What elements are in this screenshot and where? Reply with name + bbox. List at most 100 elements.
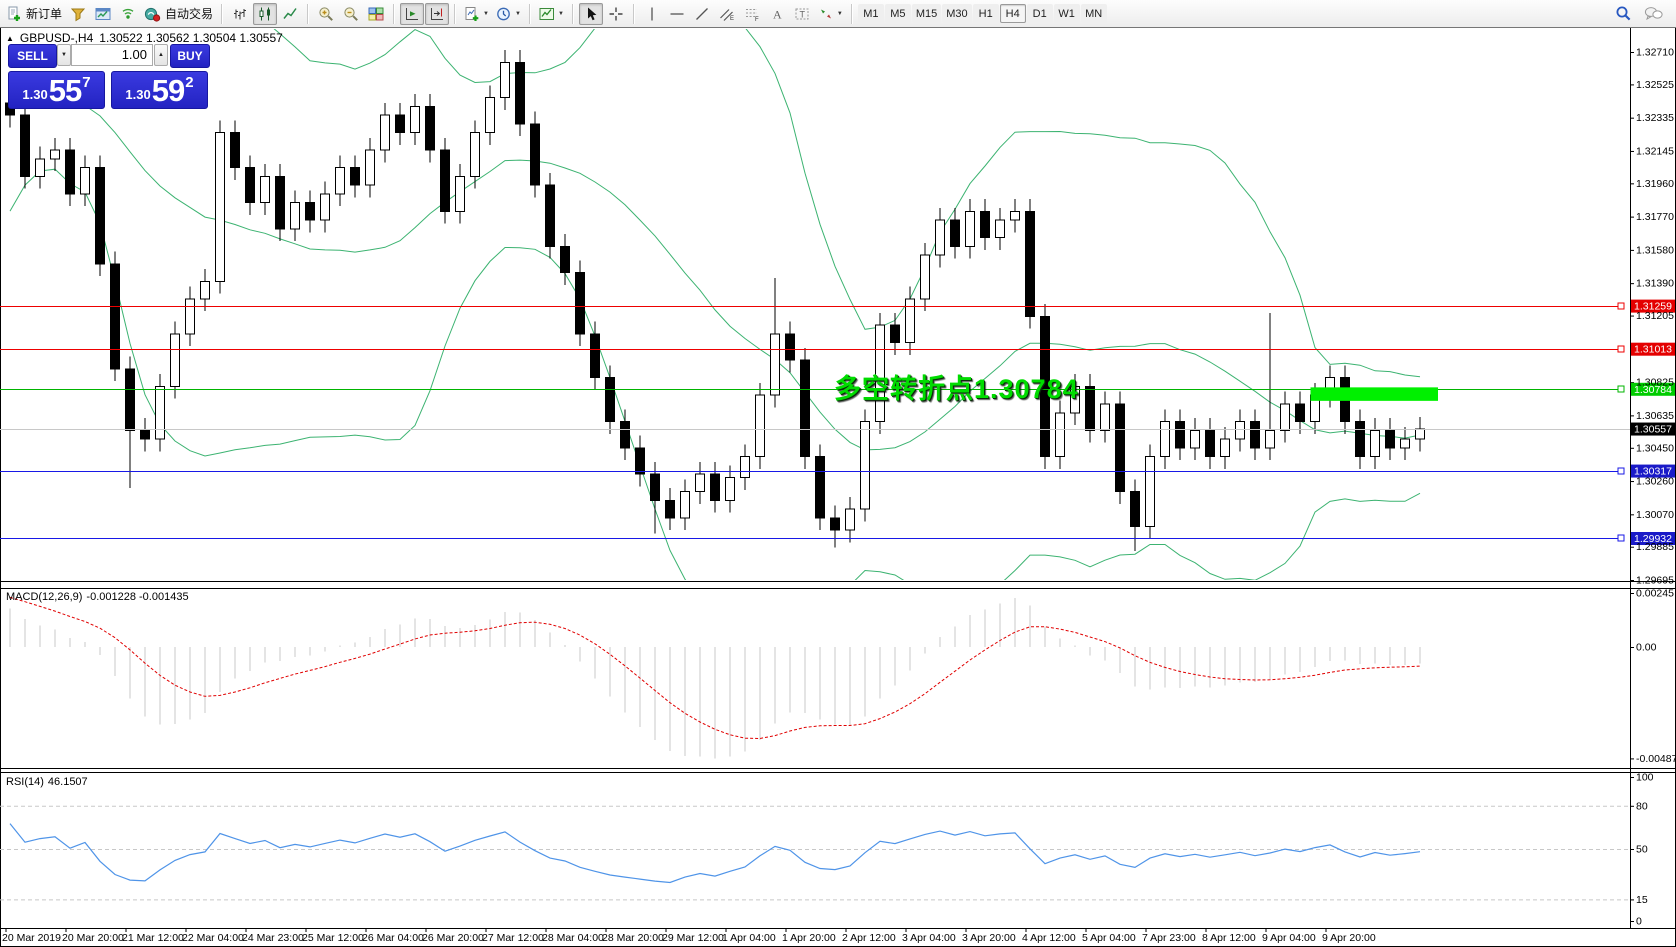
zoom-out-button[interactable]	[339, 3, 363, 25]
candle	[1265, 429, 1275, 449]
line-chart-button[interactable]	[278, 3, 302, 25]
label-button[interactable]: T	[790, 3, 814, 25]
toolbar-separator	[571, 3, 574, 24]
chat-button[interactable]	[1641, 3, 1667, 25]
candle	[785, 333, 795, 361]
candlestick-chart-button[interactable]	[253, 2, 278, 25]
candle	[1160, 421, 1170, 458]
volume-increase-button[interactable]: ▲	[154, 44, 168, 66]
sell-price-base: 1.30	[22, 87, 48, 102]
svg-text:24 Mar 23:00: 24 Mar 23:00	[242, 932, 304, 944]
candle	[110, 263, 120, 370]
periods-button[interactable]: ▼	[493, 3, 524, 25]
search-icon	[1616, 6, 1630, 21]
sell-button[interactable]: SELL	[8, 44, 57, 68]
timeframe-m1-button[interactable]: M1	[857, 4, 884, 23]
arrows-button[interactable]: ▼	[815, 3, 846, 25]
autotrading-icon	[144, 7, 161, 22]
autotrading-label: 自动交易	[165, 7, 214, 21]
metaeditor-icon	[70, 8, 86, 21]
text-button[interactable]: A	[765, 3, 789, 25]
candle	[305, 202, 315, 221]
timeframe-h1-button[interactable]: H1	[972, 4, 999, 23]
timeframe-d1-button[interactable]: D1	[1026, 4, 1053, 23]
sell-price-quote[interactable]: 1.30 55 7	[8, 71, 105, 109]
svg-text:1.30260: 1.30260	[1636, 476, 1674, 488]
new-chart-button[interactable]	[91, 3, 115, 25]
crosshair-button[interactable]	[604, 3, 628, 25]
buy-price-quote[interactable]: 1.30 59 2	[111, 71, 208, 109]
buy-price-pips: 59	[151, 73, 185, 108]
collapse-icon[interactable]: ▲	[6, 33, 14, 43]
toolbar-right	[1611, 3, 1667, 25]
candle	[725, 477, 735, 501]
candle	[440, 149, 450, 212]
signals-button[interactable]	[116, 3, 140, 25]
candle	[830, 517, 840, 531]
channel-button[interactable]: E	[715, 3, 739, 25]
sell-price-point: 7	[82, 74, 91, 91]
svg-text:1.31580: 1.31580	[1636, 244, 1674, 256]
svg-text:A: A	[773, 7, 782, 21]
candle	[170, 333, 180, 387]
svg-text:0.00245: 0.00245	[1636, 588, 1674, 600]
candle	[1040, 315, 1050, 458]
toolbar-separator	[307, 3, 310, 24]
horizontal-line-icon	[670, 12, 684, 15]
candle	[920, 254, 930, 300]
candle	[860, 421, 870, 510]
candle	[425, 105, 435, 151]
search-button[interactable]	[1611, 3, 1635, 25]
toolbar-separator	[850, 3, 853, 24]
chart-annotation-text[interactable]: 多空转折点1.30784	[834, 374, 1079, 404]
candle	[50, 149, 60, 160]
bar-chart-button[interactable]	[228, 3, 252, 25]
zoom-in-button[interactable]	[314, 3, 338, 25]
candle	[1370, 429, 1380, 458]
macd-indicator-label: MACD(12,26,9) -0.001228 -0.001435	[6, 591, 193, 603]
volume-input[interactable]: 1.00	[71, 44, 153, 66]
metaeditor-button[interactable]	[66, 3, 90, 25]
new-order-button[interactable]: 新订单	[3, 3, 65, 25]
candle	[245, 167, 255, 204]
crosshair-icon	[609, 7, 623, 20]
svg-text:1.31960: 1.31960	[1636, 178, 1674, 190]
timeframe-h4-button[interactable]: H4	[999, 4, 1026, 23]
candle	[1100, 403, 1110, 431]
candle	[1205, 429, 1215, 458]
text-icon: A	[773, 7, 782, 21]
chart-shift-button[interactable]	[425, 2, 450, 25]
auto-scroll-button[interactable]	[400, 2, 425, 25]
svg-text:0: 0	[1636, 916, 1642, 928]
candle	[1415, 428, 1425, 440]
candle	[635, 447, 645, 475]
timeframe-w1-button[interactable]: W1	[1053, 4, 1080, 23]
candle	[1295, 403, 1305, 423]
indicators-button[interactable]: ▼	[461, 3, 492, 25]
tile-windows-button[interactable]	[364, 3, 388, 25]
candle	[695, 473, 705, 493]
timeframe-m5-button[interactable]: M5	[884, 4, 911, 23]
timeframe-m30-button[interactable]: M30	[942, 4, 972, 23]
vertical-line-button[interactable]	[640, 3, 664, 25]
timeframe-mn-button[interactable]: MN	[1080, 4, 1107, 23]
trendline-button[interactable]	[690, 3, 714, 25]
candle	[1250, 421, 1260, 449]
candle	[935, 219, 945, 256]
cursor-button[interactable]	[578, 2, 603, 25]
candle	[230, 132, 240, 169]
fibonacci-button[interactable]: F	[740, 3, 764, 25]
timeframe-m15-button[interactable]: M15	[911, 4, 942, 23]
candle	[1145, 456, 1155, 528]
buy-button[interactable]: BUY	[170, 44, 210, 68]
svg-text:4 Apr 12:00: 4 Apr 12:00	[1022, 932, 1076, 944]
horizontal-line-button[interactable]	[665, 3, 689, 25]
new-order-icon	[8, 6, 20, 21]
autotrading-button[interactable]: 自动交易	[141, 3, 216, 25]
volume-decrease-button[interactable]: ▼	[57, 44, 71, 66]
candle	[545, 184, 555, 247]
candle	[470, 132, 480, 177]
templates-button[interactable]: ▼	[536, 3, 567, 25]
highlight-rectangle[interactable]	[1310, 387, 1439, 401]
